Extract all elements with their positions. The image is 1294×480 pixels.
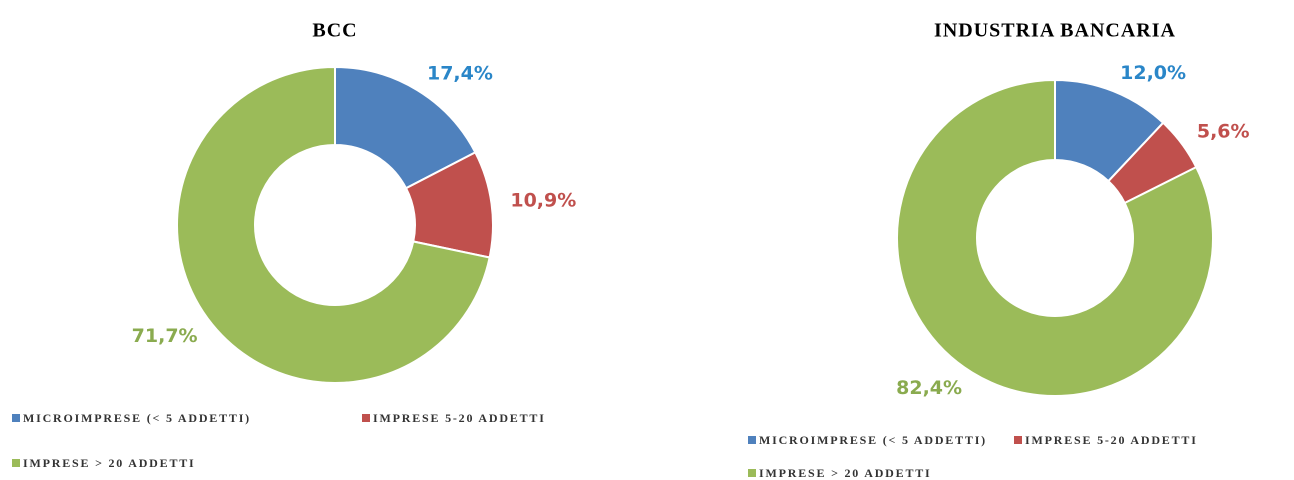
data-label: 10,9% xyxy=(510,190,576,212)
donut-slice xyxy=(176,65,491,384)
legend-label: MICROIMPRESE (< 5 ADDETTI) xyxy=(759,433,987,447)
chart-title: BCC xyxy=(312,20,357,42)
data-label: 17,4% xyxy=(427,62,493,84)
legend-swatch xyxy=(1014,436,1022,444)
legend-label: IMPRESE 5-20 ADDETTI xyxy=(1025,433,1198,447)
legend-swatch xyxy=(12,414,20,422)
donut-slice xyxy=(896,78,1214,397)
legend-swatch xyxy=(748,469,756,477)
legend-swatch xyxy=(362,414,370,422)
data-label: 5,6% xyxy=(1197,121,1250,143)
legend-label: MICROIMPRESE (< 5 ADDETTI) xyxy=(23,411,251,425)
data-label: 12,0% xyxy=(1120,62,1186,84)
legend-swatch xyxy=(12,459,20,467)
chart-title: INDUSTRIA BANCARIA xyxy=(934,20,1176,42)
data-label: 71,7% xyxy=(132,325,198,347)
legend-label: IMPRESE 5-20 ADDETTI xyxy=(373,411,546,425)
data-label: 82,4% xyxy=(896,377,962,399)
legend-label: IMPRESE > 20 ADDETTI xyxy=(759,466,932,480)
donut-slice xyxy=(334,65,477,190)
legend-label: IMPRESE > 20 ADDETTI xyxy=(23,456,196,470)
legend-swatch xyxy=(748,436,756,444)
